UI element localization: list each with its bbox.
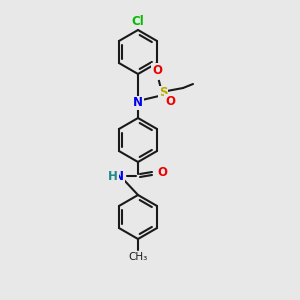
Text: N: N (133, 97, 143, 110)
Text: O: O (152, 64, 162, 77)
Text: H: H (108, 170, 118, 184)
Text: N: N (114, 170, 124, 184)
Text: Cl: Cl (132, 15, 144, 28)
Text: O: O (157, 167, 167, 179)
Text: O: O (165, 95, 175, 108)
Text: S: S (159, 86, 167, 100)
Text: CH₃: CH₃ (128, 252, 148, 262)
